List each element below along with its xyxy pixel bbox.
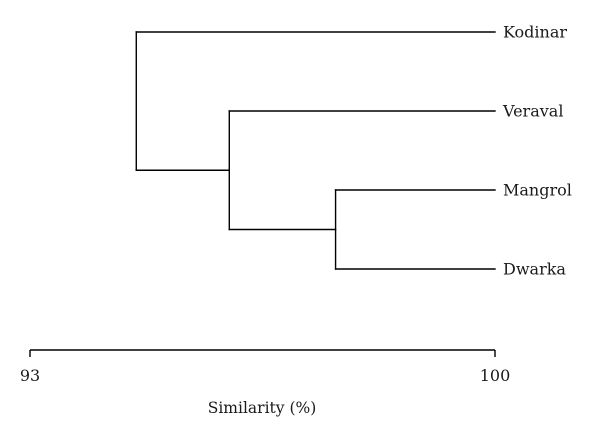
tick-label-93: 93 — [20, 366, 40, 385]
leaf-labels: Kodinar Veraval Mangrol Dwarka — [502, 23, 572, 279]
axis-ticks: 93 100 — [20, 350, 510, 385]
leaf-label-veraval: Veraval — [502, 102, 563, 121]
dendrogram-branches — [135, 31, 496, 270]
leaf-label-kodinar: Kodinar — [503, 23, 567, 42]
leaf-label-mangrol: Mangrol — [503, 181, 572, 200]
axis-title: Similarity (%) — [208, 399, 317, 417]
leaf-label-dwarka: Dwarka — [503, 260, 566, 279]
similarity-axis: 93 100 Similarity (%) — [20, 349, 510, 417]
tick-label-100: 100 — [480, 366, 511, 385]
